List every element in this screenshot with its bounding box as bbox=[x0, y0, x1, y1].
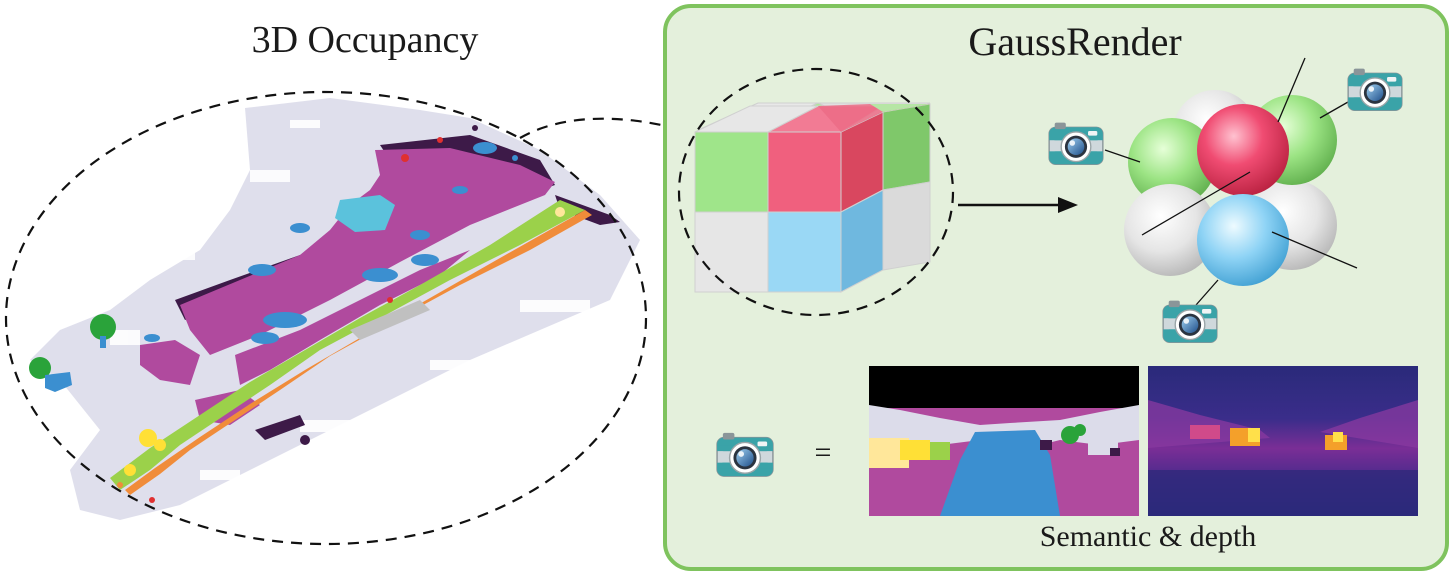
semantic-depth-caption: Semantic & depth bbox=[1040, 520, 1257, 553]
occupancy-scene bbox=[4, 90, 648, 546]
misc-voxels bbox=[117, 125, 518, 503]
render-arrow bbox=[958, 197, 1078, 213]
equals-sign: = bbox=[815, 436, 832, 469]
voxel-cube bbox=[694, 102, 931, 293]
vegetation-voxels bbox=[29, 207, 565, 476]
gaussian-spheres bbox=[1104, 57, 1358, 306]
camera-icon bbox=[1347, 67, 1403, 111]
camera-icon bbox=[716, 432, 774, 477]
right-panel-title: GaussRender bbox=[968, 19, 1181, 64]
zoom-connector bbox=[519, 117, 691, 139]
depth-render-image bbox=[1148, 366, 1418, 516]
sidewalk-voxels bbox=[110, 200, 592, 495]
camera-icon bbox=[1162, 299, 1218, 343]
cyan-object-voxels bbox=[335, 195, 395, 232]
drivable-surface-voxels bbox=[140, 148, 555, 425]
left-panel-title: 3D Occupancy bbox=[252, 19, 479, 61]
camera-icon bbox=[1048, 121, 1104, 165]
scene-highlight-ellipse bbox=[4, 90, 648, 546]
cube-highlight-ellipse bbox=[677, 67, 955, 317]
semantic-render-image bbox=[869, 366, 1139, 516]
car-voxels bbox=[144, 142, 497, 344]
